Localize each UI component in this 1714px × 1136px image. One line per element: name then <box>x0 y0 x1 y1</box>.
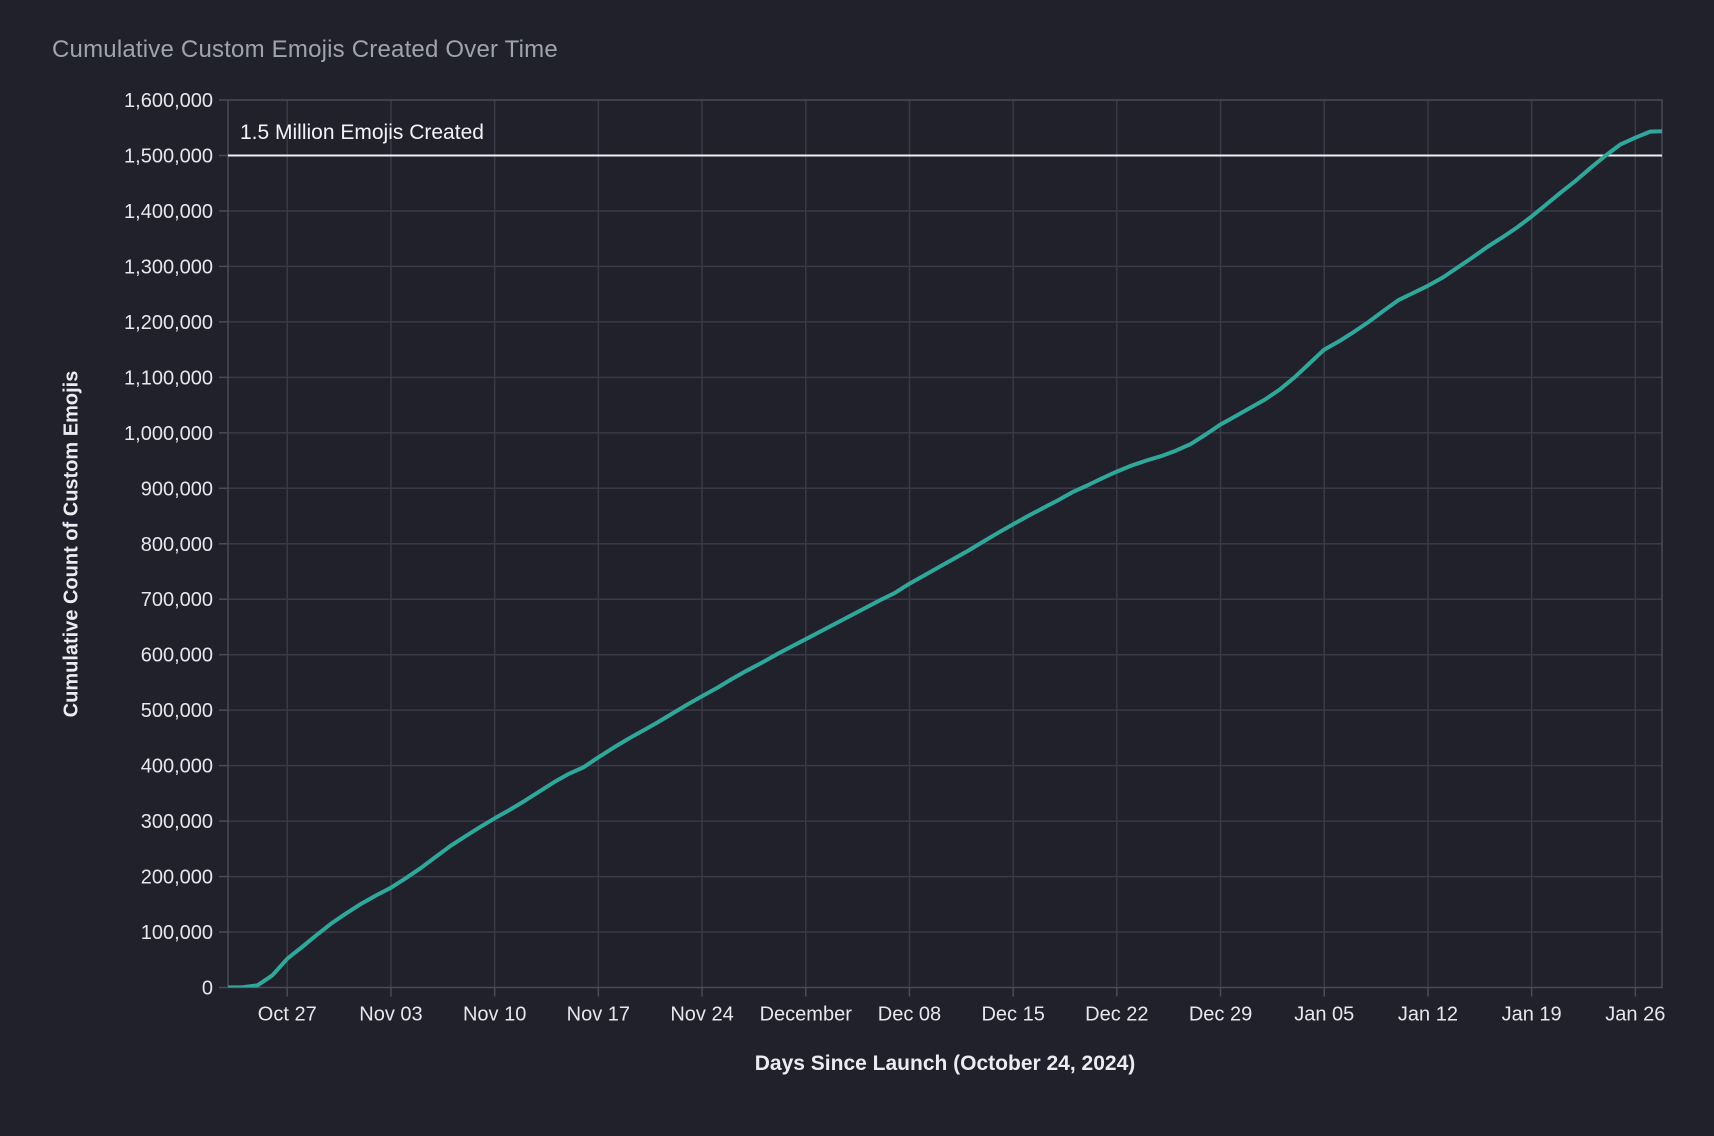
y-tick-label: 100,000 <box>141 922 213 944</box>
x-tick-label: Nov 10 <box>463 1004 526 1026</box>
y-axis-title: Cumulative Count of Custom Emojis <box>60 370 83 718</box>
reference-line-label: 1.5 Million Emojis Created <box>240 121 484 144</box>
y-tick-label: 1,500,000 <box>124 145 213 167</box>
y-tick-label: 1,100,000 <box>124 367 213 389</box>
x-tick-label: Jan 26 <box>1605 1004 1665 1026</box>
y-tick-label: 1,400,000 <box>124 201 213 223</box>
x-tick-label: December <box>760 1004 853 1026</box>
x-tick-label: Nov 03 <box>359 1004 422 1026</box>
y-tick-label: 900,000 <box>141 478 213 500</box>
x-tick-label: Dec 29 <box>1189 1004 1252 1026</box>
x-tick-label: Dec 22 <box>1085 1004 1148 1026</box>
y-tick-label: 600,000 <box>141 645 213 667</box>
x-tick-label: Dec 15 <box>981 1004 1044 1026</box>
y-tick-label: 0 <box>202 978 213 1000</box>
x-tick-label: Nov 17 <box>567 1004 630 1026</box>
x-tick-label: Jan 19 <box>1502 1004 1562 1026</box>
x-tick-label: Dec 08 <box>878 1004 941 1026</box>
y-tick-label: 500,000 <box>141 700 213 722</box>
chart-title: Cumulative Custom Emojis Created Over Ti… <box>52 36 558 63</box>
y-tick-label: 1,300,000 <box>124 256 213 278</box>
x-tick-label: Jan 05 <box>1294 1004 1354 1026</box>
y-tick-label: 1,600,000 <box>124 90 213 112</box>
y-tick-label: 400,000 <box>141 756 213 778</box>
x-tick-label: Oct 27 <box>258 1004 317 1026</box>
data-line <box>228 129 1662 988</box>
y-tick-label: 200,000 <box>141 867 213 889</box>
x-axis-title: Days Since Launch (October 24, 2024) <box>754 1052 1136 1075</box>
x-tick-label: Jan 12 <box>1398 1004 1458 1026</box>
y-tick-label: 300,000 <box>141 811 213 833</box>
y-tick-label: 1,000,000 <box>124 423 213 445</box>
y-tick-label: 700,000 <box>141 589 213 611</box>
y-tick-label: 1,200,000 <box>124 312 213 334</box>
x-tick-label: Nov 24 <box>670 1004 733 1026</box>
plot-border <box>227 99 1663 989</box>
y-tick-label: 800,000 <box>141 534 213 556</box>
